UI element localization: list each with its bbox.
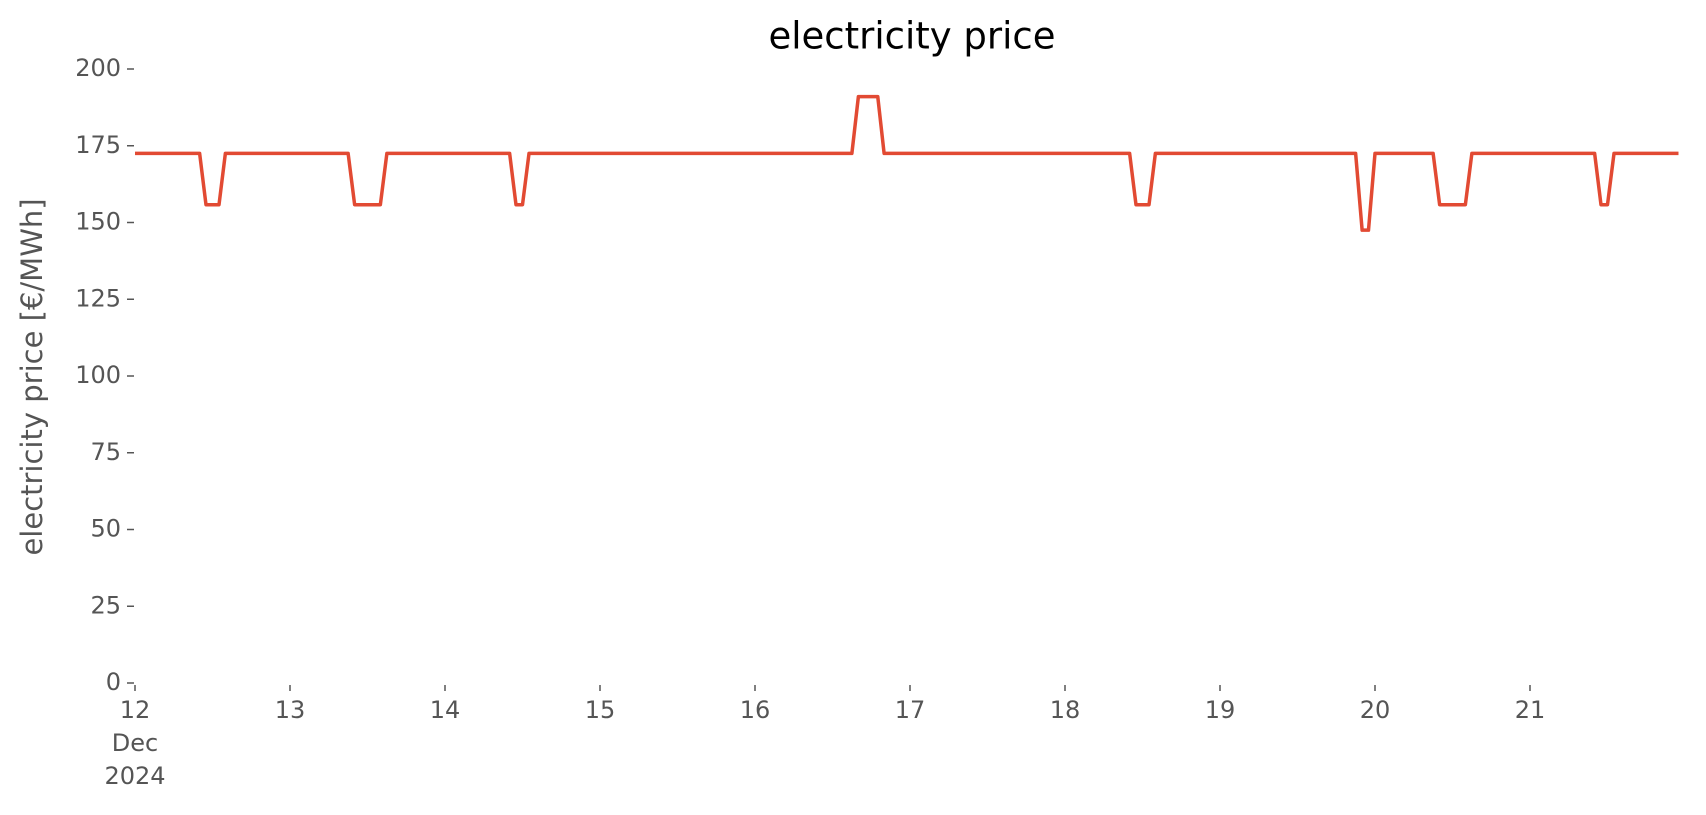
x-tick-label: 12 Dec 2024 [104,696,166,790]
y-tick-label: 25 [90,591,121,619]
chart-title: electricity price [768,15,1055,58]
x-tick-label: 17 [894,696,926,724]
y-axis-label: electricity price [€/MWh] [15,198,49,555]
x-tick-label: 20 [1359,696,1391,724]
x-tick-label: 19 [1204,696,1236,724]
y-tick-label: 125 [75,284,121,312]
y-tick-label: 200 [75,54,121,82]
y-tick-label: 0 [106,668,121,696]
y-tick-label: 100 [75,361,121,389]
y-tick-label: 150 [75,208,121,236]
x-tick-label: 16 [739,696,771,724]
y-tick-label: 50 [90,515,121,543]
y-tick-label: 175 [75,131,121,159]
x-tick-label: 13 [274,696,306,724]
y-tick-label: 75 [90,438,121,466]
x-tick-label: 18 [1049,696,1081,724]
price-line [135,94,1679,232]
x-tick-label: 21 [1514,696,1546,724]
x-tick-label: 14 [429,696,461,724]
x-tick-label: 15 [584,696,616,724]
